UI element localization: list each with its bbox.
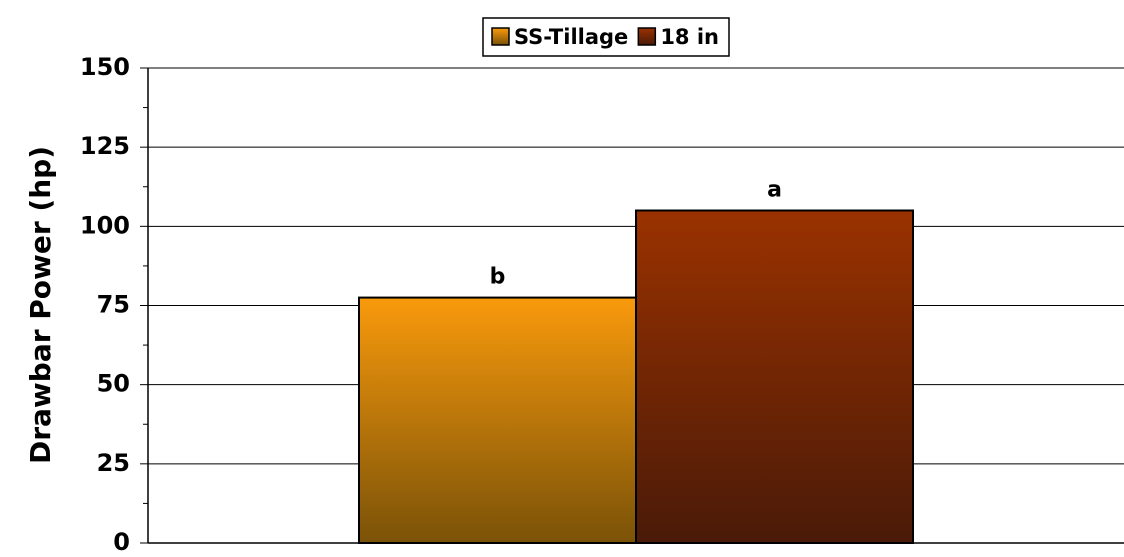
legend-swatch bbox=[637, 27, 657, 46]
y-tick-label: 150 bbox=[80, 53, 130, 81]
y-axis-title: Drawbar Power (hp) bbox=[24, 146, 57, 464]
y-tick-label: 0 bbox=[113, 528, 130, 556]
y-tick-label: 50 bbox=[97, 370, 130, 398]
legend-label: SS-Tillage bbox=[514, 25, 628, 49]
y-tick-label: 75 bbox=[97, 291, 130, 319]
bar bbox=[635, 209, 914, 544]
y-tick-label: 25 bbox=[97, 449, 130, 477]
y-tick-label: 100 bbox=[80, 211, 130, 239]
bar-letter: a bbox=[767, 178, 782, 203]
legend-box bbox=[482, 17, 730, 57]
bar bbox=[358, 296, 637, 545]
y-tick-label: 125 bbox=[80, 132, 130, 160]
legend-label: 18 in bbox=[660, 25, 719, 49]
bar-letter: b bbox=[490, 265, 506, 290]
legend: SS-Tillage 18 in bbox=[482, 17, 730, 57]
legend-swatch bbox=[491, 27, 510, 46]
